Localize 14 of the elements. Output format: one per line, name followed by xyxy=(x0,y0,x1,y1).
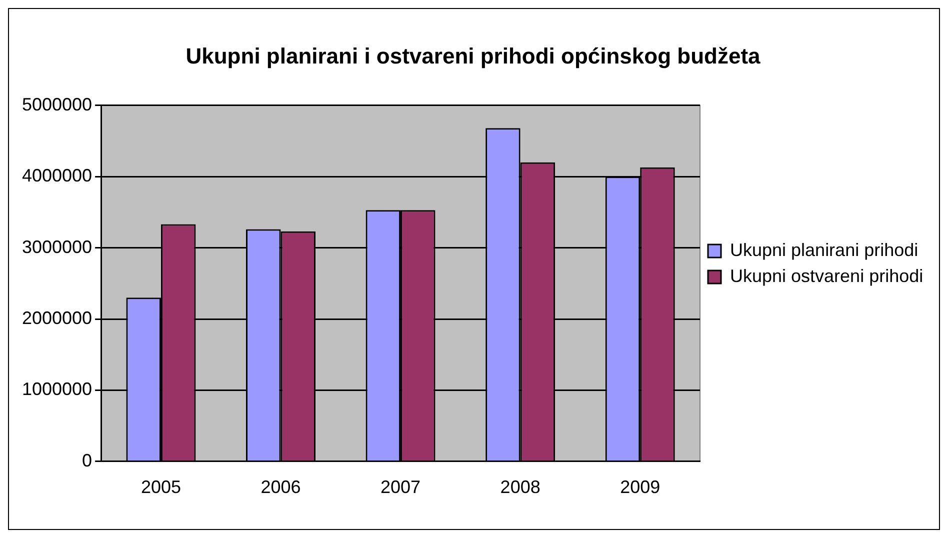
y-tick-label: 0 xyxy=(82,450,92,470)
chart-title: Ukupni planirani i ostvareni prihodi općinskog budžeta xyxy=(186,43,762,68)
y-tick-label: 1000000 xyxy=(22,379,92,400)
x-tick-label: 2007 xyxy=(380,477,421,498)
legend-label: Ukupni ostvareni prihodi xyxy=(730,266,924,286)
x-tick-label: 2005 xyxy=(140,477,181,498)
y-tick-label: 2000000 xyxy=(22,308,92,328)
y-tick-label: 4000000 xyxy=(22,166,92,186)
x-tick-label: 2006 xyxy=(260,477,301,498)
y-tick-label: 5000000 xyxy=(22,94,92,114)
x-tick-label: 2008 xyxy=(500,477,540,498)
x-tick-label: 2009 xyxy=(620,477,660,498)
legend-label: Ukupni planirani prihodi xyxy=(730,240,918,260)
y-tick-label: 3000000 xyxy=(22,236,92,257)
